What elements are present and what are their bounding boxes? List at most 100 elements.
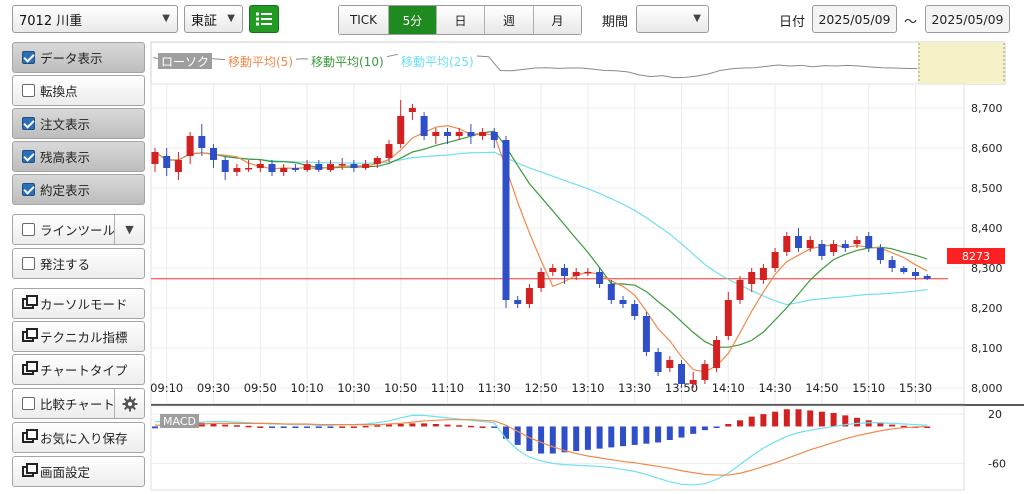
candle-body — [537, 272, 545, 288]
order-display-toggle[interactable]: 注文表示 — [12, 108, 145, 139]
tab-tick[interactable]: TICK — [339, 6, 389, 34]
time-tick-label: 09:50 — [244, 381, 277, 395]
macd-bar — [362, 425, 369, 428]
candle-body — [514, 300, 522, 304]
macd-bar — [292, 426, 299, 428]
technical-indicator-label: テクニカル指標 — [40, 330, 128, 345]
window-icon — [22, 328, 38, 342]
interval-tabs: TICK 5分 日 週 月 — [338, 5, 582, 35]
chart-area[interactable]: 8,000 8,100 8,200 8,300 8,400 8,500 8,600 8,700… — [150, 40, 1024, 491]
time-tick-label: 11:30 — [478, 381, 511, 395]
candle-body — [350, 164, 358, 168]
execution-display-toggle[interactable]: 約定表示 — [12, 174, 145, 205]
chevron-down-icon: ▼ — [162, 13, 170, 24]
candle-body — [642, 316, 650, 352]
price-tick-label: 8,400 — [971, 222, 1003, 235]
candle-body — [291, 168, 299, 170]
macd-bar — [725, 424, 732, 427]
macd-tick-label: 20 — [988, 408, 1002, 421]
candle-body — [444, 132, 451, 136]
macd-bar — [198, 422, 205, 427]
chevron-down-icon[interactable]: ▼ — [114, 215, 144, 244]
macd-bar — [409, 423, 416, 427]
navigator[interactable] — [150, 41, 1006, 85]
candle-body — [748, 272, 756, 284]
period-select[interactable]: ▼ — [636, 5, 709, 33]
macd-bar — [257, 426, 264, 428]
macd-axis: 20 -60 — [988, 408, 1006, 470]
macd-bar — [889, 424, 896, 427]
data-display-toggle[interactable]: データ表示 — [12, 42, 145, 73]
favorite-save-button[interactable]: お気に入り保存 — [12, 422, 145, 453]
macd-bar — [280, 426, 287, 428]
candle-body — [467, 132, 475, 136]
chart-type-label: チャートタイプ — [40, 363, 128, 378]
macd-bar — [701, 426, 708, 431]
candle-body — [561, 268, 568, 276]
technical-indicator-button[interactable]: テクニカル指標 — [12, 321, 145, 352]
macd-bar — [596, 426, 603, 449]
candle-body — [888, 260, 896, 268]
window-icon — [22, 361, 38, 375]
screen-settings-button[interactable]: 画面設定 — [12, 456, 145, 487]
candle-body — [432, 132, 440, 136]
candle-body — [221, 160, 229, 172]
line-tool-toggle[interactable]: ラインツール ▼ — [12, 214, 145, 245]
candle-body — [455, 132, 463, 136]
cursor-mode-button[interactable]: カーソルモード — [12, 288, 145, 319]
stock-chart[interactable]: 8,000 8,100 8,200 8,300 8,400 8,500 8,600 8,700… — [150, 40, 1024, 491]
macd-bar — [421, 423, 428, 427]
turning-point-label: 転換点 — [40, 84, 78, 99]
candle-body — [806, 240, 814, 248]
list-view-button[interactable] — [249, 5, 279, 33]
checkbox-icon — [22, 397, 35, 410]
checkbox-checked-icon — [22, 51, 35, 64]
gear-icon[interactable] — [114, 389, 144, 418]
list-icon — [256, 12, 272, 26]
candle-body — [724, 300, 732, 336]
ma10-line — [154, 130, 928, 348]
checkbox-checked-icon — [22, 117, 35, 130]
macd-bar — [304, 426, 311, 428]
macd-signal-line — [155, 419, 928, 476]
balance-display-toggle[interactable]: 残高表示 — [12, 141, 145, 172]
symbol-select-value: 7012 川重 — [19, 13, 83, 29]
checkbox-icon — [22, 257, 35, 270]
macd-bar — [210, 424, 217, 427]
candle-body — [186, 136, 194, 156]
compare-chart-toggle[interactable]: 比較チャート — [12, 388, 145, 419]
date-to-field[interactable]: 2025/05/09 — [925, 5, 1010, 33]
candle-body — [830, 244, 838, 252]
tab-day[interactable]: 日 — [437, 6, 485, 34]
window-icon — [22, 295, 38, 309]
macd-bar — [386, 424, 392, 427]
date-to-value: 2025/05/09 — [931, 11, 1004, 27]
order-display-label: 注文表示 — [40, 117, 91, 132]
macd-bar — [760, 414, 767, 427]
tab-week[interactable]: 週 — [485, 6, 534, 34]
date-from-field[interactable]: 2025/05/09 — [812, 5, 897, 33]
macd-bar — [748, 416, 755, 427]
tab-5min-label: 5分 — [402, 13, 423, 28]
time-axis: 09:10 09:30 09:50 10:10 10:30 10:50 11:10 11:30… — [150, 381, 932, 395]
market-select[interactable]: 東証 ▼ — [184, 5, 243, 33]
symbol-select[interactable]: 7012 川重 ▼ — [12, 5, 178, 33]
cursor-mode-label: カーソルモード — [40, 297, 128, 312]
candle-body — [876, 248, 884, 260]
place-order-toggle[interactable]: 発注する — [12, 248, 145, 279]
time-tick-label: 13:30 — [618, 381, 651, 395]
turning-point-toggle[interactable]: 転換点 — [12, 75, 145, 106]
chart-type-button[interactable]: チャートタイプ — [12, 354, 145, 385]
tab-5min[interactable]: 5分 — [389, 6, 437, 34]
candle-body — [701, 364, 709, 380]
price-tick-label: 8,500 — [971, 182, 1003, 195]
candle-body — [783, 236, 791, 252]
checkbox-checked-icon — [22, 150, 35, 163]
candle-body — [584, 272, 592, 274]
time-tick-label: 14:30 — [759, 381, 792, 395]
tab-month[interactable]: 月 — [534, 6, 581, 34]
time-tick-label: 10:10 — [291, 381, 324, 395]
macd-bar — [620, 426, 626, 447]
navigator-window[interactable] — [918, 42, 1005, 84]
legend-macd: MACD — [160, 414, 199, 428]
